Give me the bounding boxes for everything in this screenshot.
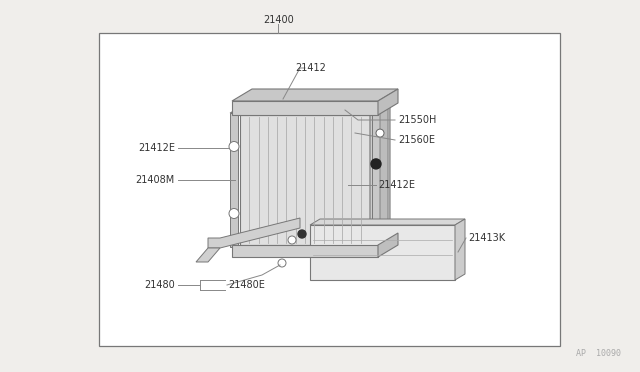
Bar [310, 225, 455, 280]
Text: 21550H: 21550H [398, 115, 436, 125]
Bar [232, 101, 378, 115]
Text: 21408M: 21408M [136, 175, 175, 185]
Circle shape [229, 141, 239, 151]
Polygon shape [378, 233, 398, 257]
Polygon shape [378, 89, 398, 115]
Polygon shape [372, 108, 388, 113]
Text: 21480: 21480 [144, 280, 175, 290]
Circle shape [288, 236, 296, 244]
Circle shape [371, 159, 381, 169]
Polygon shape [370, 103, 390, 245]
Text: 21400: 21400 [263, 16, 294, 25]
Polygon shape [196, 248, 220, 262]
Text: 21412E: 21412E [378, 180, 415, 190]
Text: 21560E: 21560E [398, 135, 435, 145]
Text: 21412E: 21412E [138, 143, 175, 153]
Polygon shape [240, 103, 390, 115]
Polygon shape [310, 219, 465, 225]
Circle shape [278, 259, 286, 267]
Circle shape [229, 208, 239, 218]
Text: 21413K: 21413K [468, 233, 505, 243]
Text: AP  10090: AP 10090 [576, 349, 621, 358]
Circle shape [376, 129, 384, 137]
Bar [232, 245, 378, 257]
Bar [230, 113, 238, 247]
Polygon shape [232, 89, 398, 101]
Bar [240, 115, 370, 245]
Polygon shape [230, 108, 246, 113]
Polygon shape [208, 218, 300, 248]
Bar [372, 113, 380, 247]
Polygon shape [455, 219, 465, 280]
Bar [99, 33, 560, 346]
Circle shape [298, 230, 306, 238]
Polygon shape [380, 108, 388, 247]
Text: 21480E: 21480E [228, 280, 265, 290]
Text: 21412: 21412 [295, 63, 326, 73]
